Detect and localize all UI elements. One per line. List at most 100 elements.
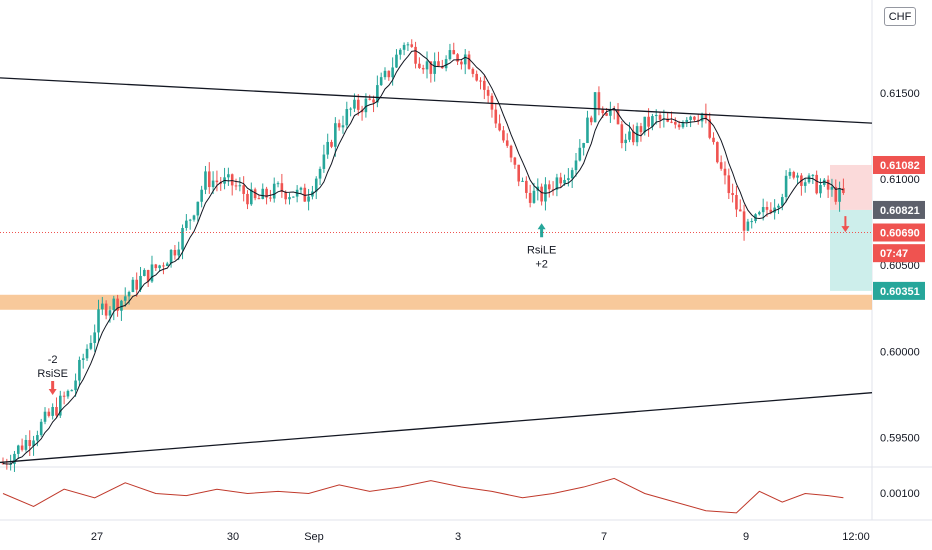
candle-body: [250, 189, 253, 205]
price-tag: [873, 281, 925, 300]
candle-body: [532, 190, 536, 203]
candle-body: [842, 188, 845, 193]
candle-body: [792, 171, 796, 178]
candle-body: [463, 54, 467, 65]
candle-body: [521, 180, 524, 182]
support-zone: [0, 294, 872, 310]
exit-signal-arrow: [841, 216, 850, 233]
y-tick-label: 0.60000: [880, 346, 920, 358]
candle-body: [498, 123, 501, 131]
candle-body: [146, 269, 150, 282]
price-tag: [873, 200, 925, 219]
candle-body: [181, 227, 184, 250]
candle-body: [418, 63, 421, 68]
candle-body: [727, 175, 731, 194]
candle-body: [24, 439, 28, 450]
signal-label: RsiLE: [527, 244, 556, 256]
candle-body: [815, 174, 818, 194]
candle-body: [559, 177, 563, 184]
x-tick-label: 12:00: [842, 531, 870, 543]
candle-body: [356, 99, 360, 110]
candle-body: [639, 126, 643, 133]
indicator-y-tick: 0.00100: [880, 488, 920, 500]
candle-body: [826, 179, 830, 190]
candle-body: [349, 108, 352, 110]
candle-body: [578, 147, 582, 161]
candle-body: [192, 215, 196, 220]
price-tag-label: 0.61082: [880, 160, 920, 172]
candle-body: [59, 395, 62, 416]
candle-body: [582, 142, 585, 148]
candle-body: [127, 291, 131, 297]
candle-body: [716, 142, 719, 163]
candle-body: [513, 157, 517, 165]
candle-body: [284, 191, 287, 200]
candle-body: [712, 137, 715, 143]
candle-body: [55, 407, 58, 416]
candle-body: [735, 195, 738, 210]
candle-body: [341, 125, 345, 128]
candle-body: [517, 164, 520, 182]
candle-body: [616, 110, 620, 125]
candles: [1, 39, 845, 472]
candle-body: [211, 180, 215, 188]
candle-body: [372, 99, 375, 103]
y-tick-label: 0.61000: [880, 174, 920, 186]
candle-body: [387, 70, 391, 78]
candle-body: [269, 197, 272, 199]
candle-body: [475, 73, 478, 81]
x-tick-label: 27: [91, 531, 103, 543]
candle-body: [414, 46, 417, 64]
candle-body: [322, 154, 326, 169]
candle-body: [654, 114, 658, 117]
y-tick-label: 0.60500: [880, 260, 920, 272]
price-tag: [873, 223, 925, 242]
candle-body: [796, 175, 799, 178]
candle-body: [433, 61, 436, 74]
candle-body: [738, 209, 742, 212]
sell-signal-arrow: [48, 381, 57, 396]
candle-body: [670, 121, 673, 123]
candle-body: [467, 54, 471, 69]
candle-body: [173, 249, 177, 256]
candle-body: [242, 185, 245, 194]
currency-badge[interactable]: CHF: [884, 7, 916, 26]
candle-body: [685, 119, 689, 122]
candle-body: [830, 187, 834, 190]
candle-body: [234, 185, 238, 187]
candle-body: [379, 77, 383, 86]
candle-body: [383, 70, 387, 78]
candle-body: [502, 130, 505, 141]
x-tick-label: 3: [455, 531, 461, 543]
candle-body: [624, 139, 627, 144]
candle-body: [677, 124, 681, 128]
candle-body: [330, 141, 333, 147]
candle-body: [750, 221, 754, 223]
candle-body: [819, 184, 822, 194]
candle-body: [334, 123, 337, 147]
candle-body: [479, 80, 482, 82]
candle-body: [230, 174, 234, 186]
candle-body: [154, 264, 158, 269]
candle-body: [257, 198, 261, 200]
moving-average-line: [2, 50, 844, 465]
candle-body: [601, 108, 605, 114]
candle-body: [651, 116, 654, 127]
candle-body: [823, 179, 826, 185]
candle-body: [89, 342, 93, 349]
candle-body: [494, 109, 498, 124]
candle-body: [238, 185, 242, 187]
candle-body: [78, 359, 81, 381]
candle-body: [437, 61, 440, 67]
candle-body: [368, 98, 372, 100]
candle-body: [36, 435, 39, 441]
candle-body: [788, 171, 792, 176]
candle-body: [421, 67, 425, 70]
candle-body: [674, 121, 677, 125]
y-tick-label: 0.61500: [880, 88, 920, 100]
candle-body: [326, 141, 329, 155]
candle-body: [563, 179, 566, 184]
candle-body: [97, 309, 100, 333]
